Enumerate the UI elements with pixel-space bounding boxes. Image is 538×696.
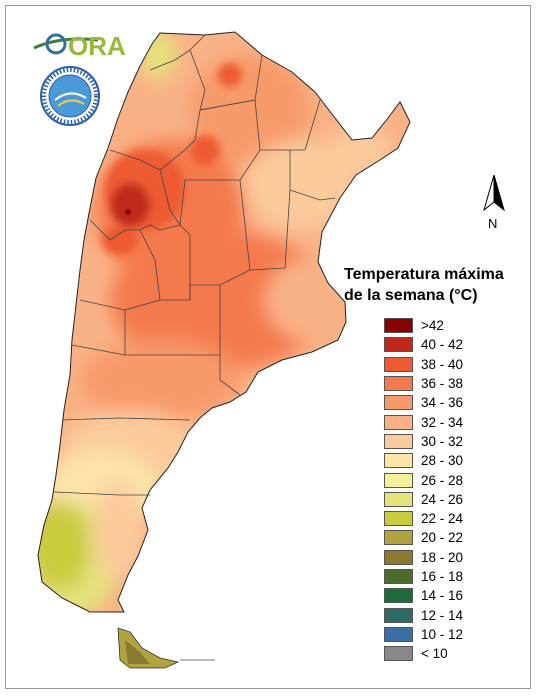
legend-swatch [384, 607, 413, 623]
legend-item: 34 - 36 [384, 393, 463, 412]
legend-label: 10 - 12 [421, 626, 464, 642]
legend-item: 28 - 30 [384, 451, 463, 470]
north-arrow-icon: N [483, 174, 505, 231]
legend-label: 16 - 18 [421, 569, 464, 584]
tierra-del-fuego [117, 627, 180, 669]
legend-item: 36 - 38 [384, 374, 463, 393]
ora-logo: ORA [33, 31, 126, 61]
legend-swatch [384, 588, 413, 604]
legend-item: 20 - 22 [384, 528, 463, 547]
legend-item: 14 - 16 [384, 586, 463, 605]
legend-swatch [384, 395, 413, 411]
legend-label: 40 - 42 [421, 337, 464, 353]
legend-swatch [384, 356, 413, 372]
legend-label: 24 - 26 [421, 491, 464, 507]
legend-item: 12 - 14 [384, 605, 463, 624]
legend-label: 28 - 30 [421, 453, 464, 469]
legend-swatch [384, 453, 413, 469]
ora-logo-text: ORA [68, 31, 126, 61]
legend-label: 22 - 24 [421, 511, 464, 527]
legend-items: >42 40 - 42 38 - 40 36 - 38 34 - 36 32 - 34 30… [384, 316, 463, 663]
legend-swatch [384, 511, 413, 527]
legend-label: 38 - 40 [421, 356, 464, 372]
legend-label: 34 - 36 [421, 395, 464, 411]
legend-label: 14 - 16 [421, 588, 464, 604]
legend-swatch [384, 337, 413, 353]
legend-swatch [384, 433, 413, 449]
legend-swatch [384, 376, 413, 392]
legend-swatch [384, 626, 413, 642]
legend-label: 26 - 28 [421, 472, 464, 488]
legend-item: 32 - 34 [384, 412, 463, 431]
legend-item: 38 - 40 [384, 355, 463, 374]
legend: Temperatura máxima de la semana (°C) >42… [344, 264, 504, 662]
legend-label: 20 - 22 [421, 530, 464, 546]
legend-swatch [384, 646, 413, 662]
legend-item: 10 - 12 [384, 625, 463, 644]
smn-seal [40, 66, 100, 126]
legend-swatch [384, 318, 413, 334]
legend-swatch [384, 472, 413, 488]
legend-label: 36 - 38 [421, 376, 464, 392]
legend-label: 30 - 32 [421, 433, 464, 449]
legend-title-line1: Temperatura máxima [344, 266, 504, 283]
province-boundaries [37, 31, 411, 661]
legend-swatch [384, 414, 413, 430]
legend-swatch [384, 549, 413, 565]
legend-swatch [384, 569, 413, 584]
legend-swatch [384, 491, 413, 507]
legend-item: 30 - 32 [384, 432, 463, 451]
legend-swatch [384, 530, 413, 546]
legend-item: >42 [384, 316, 463, 335]
legend-label: 12 - 14 [421, 607, 464, 623]
legend-label: 18 - 20 [421, 549, 464, 565]
legend-label: >42 [421, 318, 444, 334]
legend-item: 24 - 26 [384, 490, 463, 509]
legend-item: 16 - 18 [384, 567, 463, 586]
legend-label: 32 - 34 [421, 414, 464, 430]
legend-title-line2: de la semana (°C) [344, 287, 478, 304]
legend-item: 22 - 24 [384, 509, 463, 528]
north-label: N [488, 216, 497, 231]
legend-item: < 10 [384, 644, 463, 663]
legend-label: < 10 [421, 646, 448, 662]
legend-item: 18 - 20 [384, 548, 463, 567]
legend-item: 40 - 42 [384, 335, 463, 354]
legend-item: 26 - 28 [384, 470, 463, 489]
